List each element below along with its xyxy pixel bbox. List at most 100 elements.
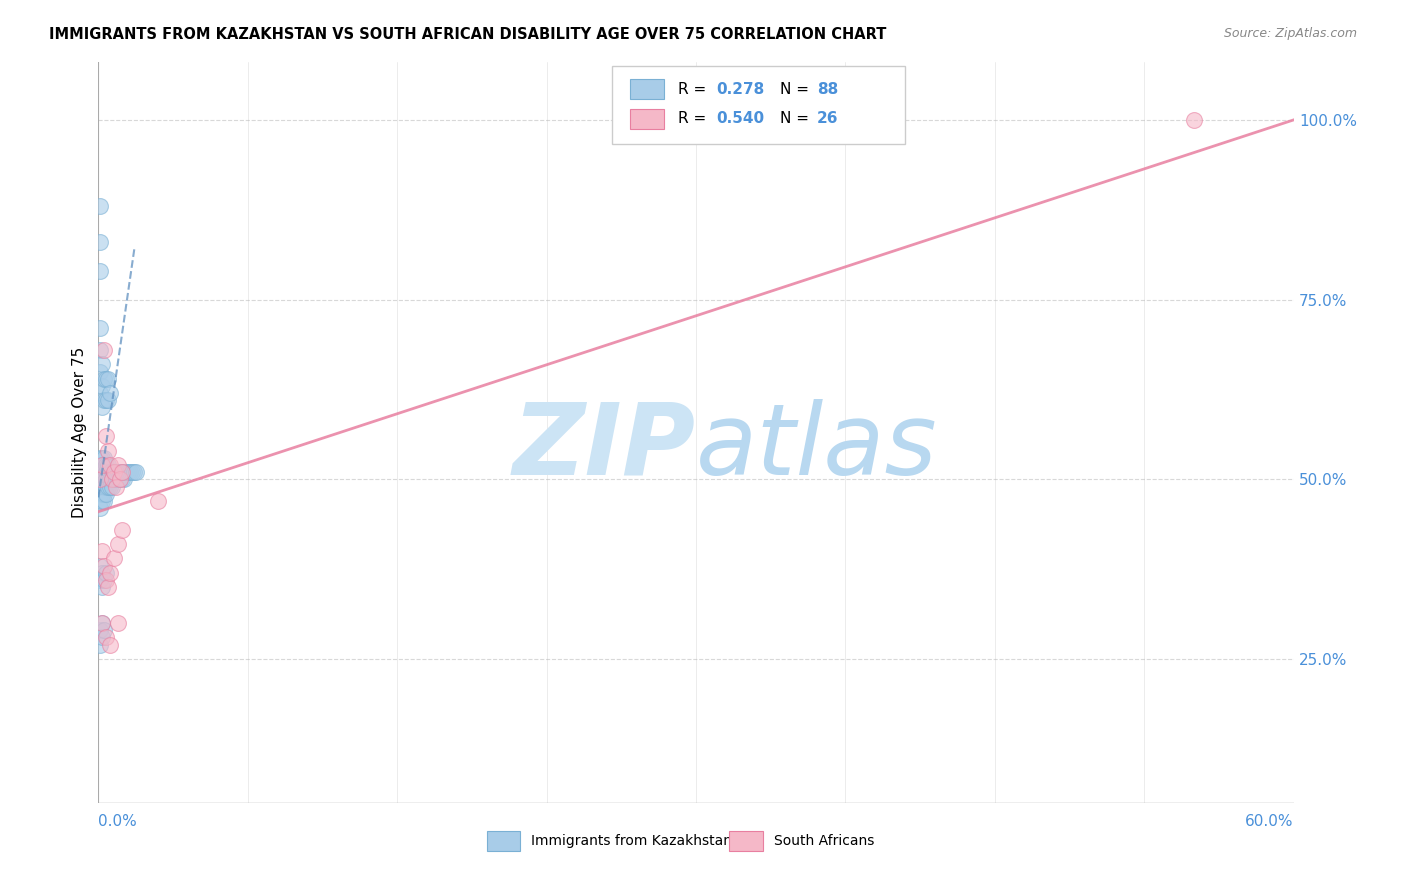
Point (89, 558, 111, 573)
Point (89, 472, 111, 486)
Point (89, 264, 111, 278)
Point (96, 631, 118, 645)
Point (89, 343, 111, 357)
Point (93, 494, 115, 508)
Point (103, 465, 125, 479)
Point (97, 479, 120, 493)
Text: N =: N = (780, 81, 814, 96)
Point (91, 544, 114, 558)
Point (91, 472, 114, 486)
Point (91, 580, 114, 594)
Point (97, 580, 120, 594)
Point (93, 450, 115, 465)
Point (93, 558, 115, 573)
Point (120, 465, 142, 479)
Y-axis label: Disability Age Over 75: Disability Age Over 75 (72, 347, 87, 518)
Point (93, 372, 115, 386)
Point (89, 494, 111, 508)
Point (111, 523, 134, 537)
Point (89, 486, 111, 500)
Point (98, 458, 122, 472)
Point (91, 566, 114, 580)
Point (91, 458, 114, 472)
FancyBboxPatch shape (486, 831, 520, 851)
Point (96, 479, 118, 493)
Point (91, 616, 114, 631)
Point (91, 465, 114, 479)
Point (89, 472, 111, 486)
Point (112, 465, 135, 479)
Point (93, 479, 115, 493)
Point (91, 616, 114, 631)
Point (96, 465, 118, 479)
Point (98, 479, 122, 493)
Point (93, 458, 115, 472)
Point (91, 450, 114, 465)
Point (101, 472, 124, 486)
Point (125, 465, 148, 479)
Point (97, 443, 120, 458)
Point (1182, 112, 1205, 127)
Point (93, 486, 115, 500)
Text: R =: R = (678, 81, 711, 96)
Point (93, 573, 115, 587)
Point (96, 566, 118, 580)
Text: atlas: atlas (696, 399, 938, 496)
Point (110, 465, 132, 479)
Point (111, 472, 134, 486)
Point (89, 458, 111, 472)
Point (107, 465, 129, 479)
FancyBboxPatch shape (730, 831, 763, 851)
Point (91, 486, 114, 500)
Point (105, 479, 128, 493)
Point (112, 472, 135, 486)
Point (98, 638, 122, 652)
Point (89, 199, 111, 213)
Text: 88: 88 (817, 81, 838, 96)
Point (96, 429, 118, 443)
Point (93, 624, 115, 638)
Point (89, 465, 111, 479)
Point (89, 458, 111, 472)
Point (124, 465, 146, 479)
Text: ZIP: ZIP (513, 399, 696, 496)
Point (89, 624, 111, 638)
Point (91, 631, 114, 645)
Text: N =: N = (780, 112, 814, 126)
Point (98, 386, 122, 401)
FancyBboxPatch shape (630, 79, 664, 99)
Point (107, 616, 129, 631)
Point (97, 372, 120, 386)
Text: South Africans: South Africans (773, 833, 875, 847)
Point (96, 486, 118, 500)
FancyBboxPatch shape (630, 109, 664, 129)
Text: 0.0%: 0.0% (98, 814, 138, 829)
Point (110, 472, 132, 486)
Point (91, 357, 114, 371)
Point (91, 479, 114, 493)
Point (97, 393, 120, 408)
Point (101, 472, 124, 486)
Point (97, 472, 120, 486)
Point (89, 365, 111, 379)
Point (98, 465, 122, 479)
Text: 0.278: 0.278 (716, 81, 765, 96)
Point (91, 379, 114, 393)
FancyBboxPatch shape (613, 66, 905, 144)
Point (121, 465, 143, 479)
Point (117, 465, 139, 479)
Text: 26: 26 (817, 112, 838, 126)
Point (96, 372, 118, 386)
Point (93, 343, 115, 357)
Point (103, 465, 125, 479)
Point (89, 321, 111, 335)
Point (103, 551, 125, 566)
Point (97, 458, 120, 472)
Point (96, 393, 118, 408)
Point (101, 479, 124, 493)
Text: R =: R = (678, 112, 711, 126)
Point (89, 472, 111, 486)
Point (111, 465, 134, 479)
Point (89, 235, 111, 249)
Text: Immigrants from Kazakhstan: Immigrants from Kazakhstan (531, 833, 733, 847)
